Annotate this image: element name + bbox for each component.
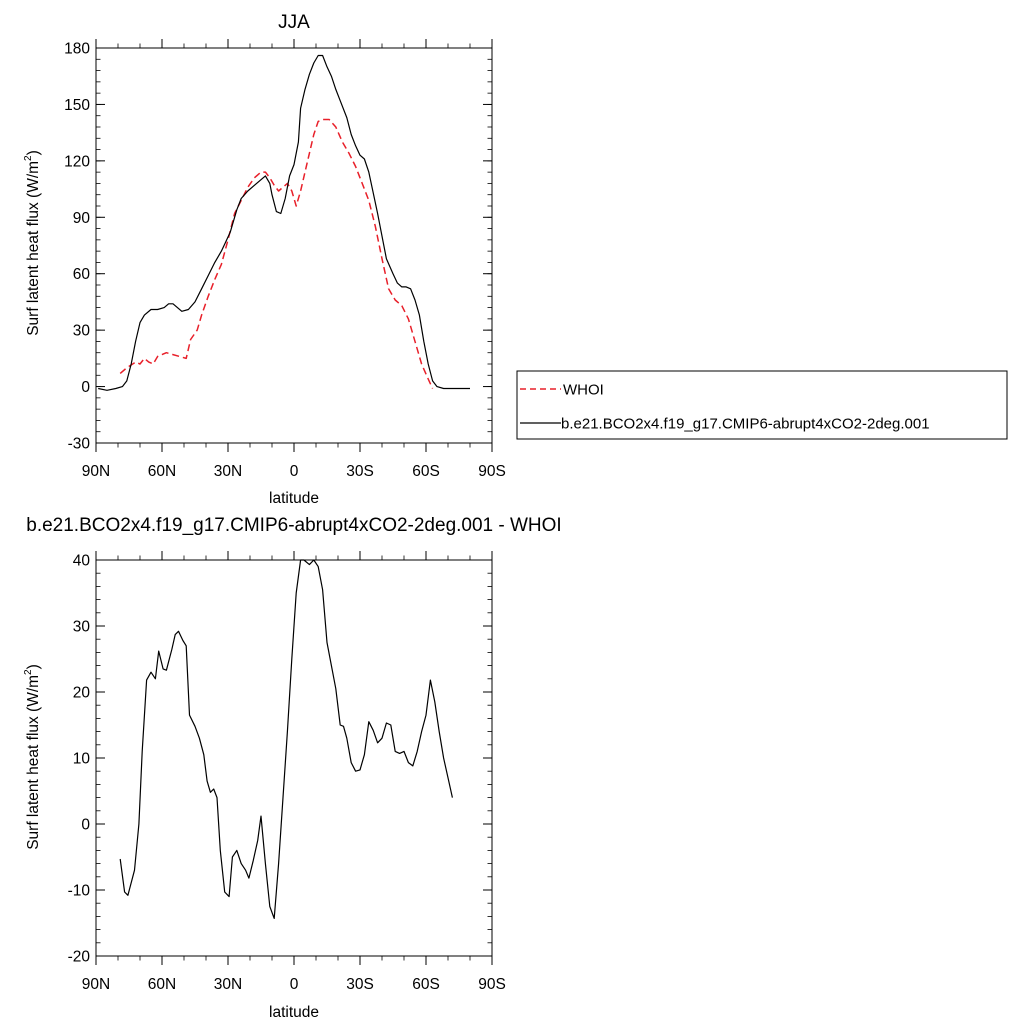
- bottom-x-tick-label: 60N: [148, 976, 176, 993]
- panel-bottom-difference: b.e21.BCO2x4.f19_g17.CMIP6-abrupt4xCO2-2…: [23, 515, 562, 1021]
- top-y-tick-label: 180: [64, 41, 90, 58]
- top-series-line-0: [119, 118, 434, 389]
- top-x-tick-label: 30N: [214, 463, 242, 480]
- bottom-tick-marks: [95, 551, 493, 965]
- bottom-x-tick-label: 0: [290, 976, 299, 993]
- bottom-x-axis-label: latitude: [269, 1004, 319, 1021]
- bottom-y-tick-label: -20: [68, 949, 91, 966]
- bottom-chart-title: b.e21.BCO2x4.f19_g17.CMIP6-abrupt4xCO2-2…: [26, 515, 561, 536]
- top-series-lines: [98, 54, 470, 391]
- bottom-y-tick-label: 20: [73, 685, 91, 702]
- top-y-axis-label-sup: 2: [23, 155, 34, 161]
- svg-text:Surf latent heat flux (W/m2): Surf latent heat flux (W/m2): [23, 664, 42, 850]
- top-y-axis-label-close: ): [25, 150, 42, 155]
- bottom-tick-labels: -20 -10 0 10 20 30 40 90N 60N 30N 0 30S 60S 90S: [68, 553, 506, 994]
- top-y-axis-label: Surf latent heat flux (W/m2): [23, 150, 42, 336]
- top-x-axis-label: latitude: [269, 490, 319, 507]
- bottom-x-tick-label: 30N: [214, 976, 242, 993]
- panel-top-jja: JJA Surf latent heat flux (W/m2) latitud…: [23, 12, 506, 507]
- top-tick-labels: -30 0 30 60 90 120 150 180 90N 60N 30N 0 30S 60S 90S: [64, 41, 506, 481]
- top-y-tick-label: 120: [64, 153, 90, 170]
- top-y-tick-label: 60: [73, 266, 91, 283]
- legend-box: [516, 370, 1008, 440]
- top-chart-title: JJA: [278, 12, 310, 33]
- legend-label-whoi: WHOI: [563, 382, 604, 399]
- top-y-axis-label-text: Surf latent heat flux (W/m: [25, 161, 42, 336]
- top-plot-frame: [95, 47, 493, 444]
- bottom-x-tick-label: 90N: [82, 976, 110, 993]
- top-x-tick-label: 30S: [346, 463, 374, 480]
- bottom-y-axis-label-text: Surf latent heat flux (W/m: [25, 675, 42, 850]
- top-x-tick-label: 90S: [478, 463, 506, 480]
- bottom-y-tick-label: -10: [68, 883, 91, 900]
- svg-text:Surf latent heat flux (W/m2): Surf latent heat flux (W/m2): [23, 150, 42, 336]
- bottom-x-tick-label: 30S: [346, 976, 374, 993]
- top-y-tick-label: 0: [81, 379, 90, 396]
- bottom-series-line-0: [119, 559, 453, 920]
- bottom-plot-frame: [95, 559, 493, 957]
- bottom-y-tick-label: 30: [73, 619, 91, 636]
- top-series-line-1: [98, 54, 470, 391]
- legend: WHOI b.e21.BCO2x4.f19_g17.CMIP6-abrupt4x…: [516, 370, 1008, 440]
- bottom-x-tick-label: 60S: [412, 976, 440, 993]
- bottom-y-axis-label-close: ): [25, 664, 42, 669]
- top-y-tick-label: -30: [68, 436, 91, 453]
- top-x-tick-label: 90N: [82, 463, 110, 480]
- top-x-tick-label: 60N: [148, 463, 176, 480]
- top-y-tick-label: 90: [73, 210, 91, 227]
- bottom-y-axis-label-sup: 2: [23, 669, 34, 675]
- top-y-tick-label: 150: [64, 97, 90, 114]
- top-y-tick-label: 30: [73, 323, 91, 340]
- bottom-y-tick-label: 10: [73, 751, 91, 768]
- bottom-y-axis-label: Surf latent heat flux (W/m2): [23, 664, 42, 850]
- bottom-y-tick-label: 40: [73, 553, 91, 570]
- top-x-tick-label: 60S: [412, 463, 440, 480]
- bottom-series-lines: [119, 559, 453, 920]
- bottom-y-tick-label: 0: [81, 817, 90, 834]
- bottom-x-tick-label: 90S: [478, 976, 506, 993]
- legend-label-model: b.e21.BCO2x4.f19_g17.CMIP6-abrupt4xCO2-2…: [561, 416, 930, 433]
- top-tick-marks: [95, 39, 493, 452]
- top-x-tick-label: 0: [290, 463, 299, 480]
